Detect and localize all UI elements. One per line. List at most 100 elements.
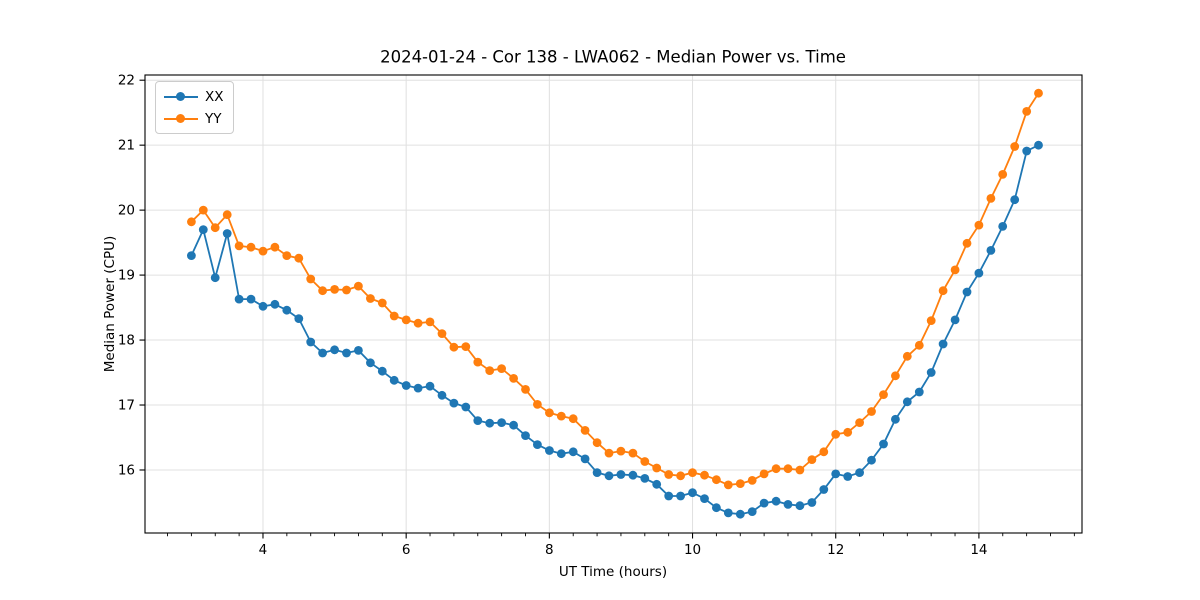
data-point [700,470,709,480]
data-point [652,479,662,489]
data-point [473,416,483,425]
data-point [879,439,888,449]
data-point [389,375,399,385]
data-point [1034,140,1043,150]
data-point [795,465,805,475]
data-point [867,455,876,465]
data-point [676,471,685,481]
y-tick-label: 21 [118,138,135,154]
data-point [294,314,304,323]
data-point [998,222,1008,231]
x-tick-label: 12 [827,542,844,558]
data-point [306,274,316,284]
data-point [401,315,411,325]
data-point [771,496,781,506]
data-point [187,251,196,260]
chart-title: 2024-01-24 - Cor 138 - LWA062 - Median P… [380,47,846,67]
data-point [449,342,459,352]
data-point [723,480,733,490]
data-point [473,357,483,367]
data-point [616,470,626,479]
data-point [198,205,208,215]
data-point [354,346,363,355]
series-yy [187,88,1043,490]
data-point [628,448,638,458]
y-tick-label: 16 [118,462,135,478]
data-point [258,301,268,311]
data-point [556,411,566,421]
data-point [521,385,530,394]
data-point [819,447,829,457]
legend-label-yy: YY [205,110,222,127]
data-point [938,286,948,296]
data-point [652,463,662,473]
data-point [545,408,554,418]
data-point [318,348,327,358]
data-point [783,464,793,474]
data-point [282,251,292,260]
data-point [950,265,960,275]
plot-border [144,74,1083,534]
data-point [795,501,805,511]
data-point [807,498,817,507]
data-point [640,457,650,466]
data-point [962,287,972,297]
data-point [461,402,471,412]
y-tick-label: 19 [118,268,135,284]
y-tick-label: 18 [118,333,135,349]
data-point [974,220,984,230]
data-point [270,299,280,309]
legend-label-xx: XX [205,88,224,105]
legend-item-yy: YY [164,109,224,128]
axis-ticks [139,79,980,539]
data-point [664,491,674,501]
data-point [914,340,924,350]
data-point [688,488,697,498]
y-tick-label: 22 [118,73,135,89]
data-point [831,429,841,439]
data-point [437,329,447,338]
data-point [926,368,936,377]
data-point [747,507,757,516]
data-point [306,337,316,347]
data-point [234,294,244,304]
data-point [867,407,876,416]
data-point [556,449,566,459]
data-point [366,358,375,368]
data-point [187,217,196,227]
data-point [425,381,435,391]
data-point [986,246,996,255]
x-tick-label: 4 [259,542,268,558]
data-point [425,317,435,327]
data-point [210,273,220,283]
y-tick-label: 20 [118,203,135,219]
data-point [676,491,685,501]
data-point [688,468,697,477]
data-point [592,468,602,477]
data-point [855,418,864,427]
data-point [270,242,280,252]
data-point [843,472,853,481]
data-point [891,371,900,381]
data-point [246,242,256,252]
y-tick-label: 17 [118,398,135,414]
data-point [616,446,626,456]
tick-labels: 4 6 8 10 12 14 16 17 18 19 20 21 22 [118,73,988,558]
grid-lines [145,75,1082,533]
data-point [354,281,363,291]
data-point [580,454,590,464]
data-point [664,470,674,479]
data-point [497,364,506,373]
data-point [485,366,495,375]
data-point [198,225,208,235]
data-point [855,468,864,477]
data-point [783,500,793,509]
series-yy-line [190,92,1040,486]
data-point [712,475,721,485]
data-point [377,366,387,376]
data-point [843,427,853,437]
data-point [914,387,924,397]
data-point [521,431,530,440]
